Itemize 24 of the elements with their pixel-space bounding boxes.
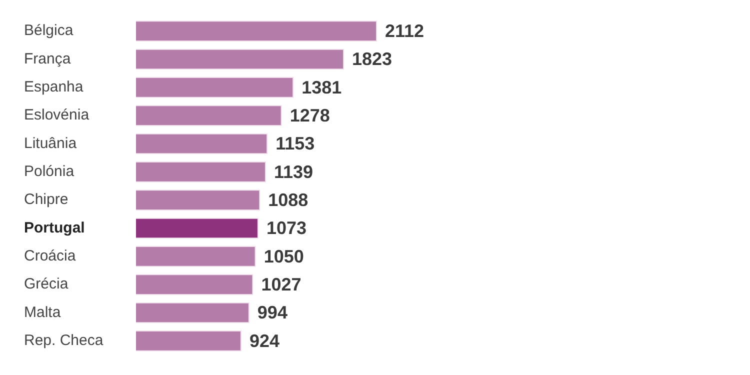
data-label: 1088 (268, 190, 308, 210)
data-label: 1278 (290, 106, 330, 126)
y-tick-label: Malta (24, 304, 62, 321)
y-tick-label: Portugal (24, 219, 85, 236)
data-label: 1139 (274, 162, 314, 182)
y-tick-label: Croácia (24, 248, 76, 265)
data-label: 2112 (385, 21, 424, 42)
y-tick-label: França (24, 50, 72, 68)
y-tick-label: Bélgica (24, 22, 74, 40)
y-tick-label: Eslovénia (24, 106, 90, 124)
data-label: 1073 (266, 218, 306, 238)
y-tick-label: Grécia (24, 276, 69, 293)
data-label: 1381 (302, 77, 342, 98)
y-tick-label: Polónia (24, 163, 75, 180)
data-label: 1153 (276, 134, 315, 154)
y-tick-label: Rep. Checa (24, 332, 104, 350)
y-tick-label: Lituânia (24, 134, 78, 152)
y-tick-label: Chipre (24, 191, 68, 208)
data-label: 1027 (261, 274, 302, 295)
data-label: 1050 (264, 246, 304, 266)
data-label: 1823 (352, 49, 392, 70)
data-label: 924 (249, 330, 280, 351)
data-label: 994 (257, 302, 288, 323)
y-tick-label: Espanha (24, 78, 84, 96)
